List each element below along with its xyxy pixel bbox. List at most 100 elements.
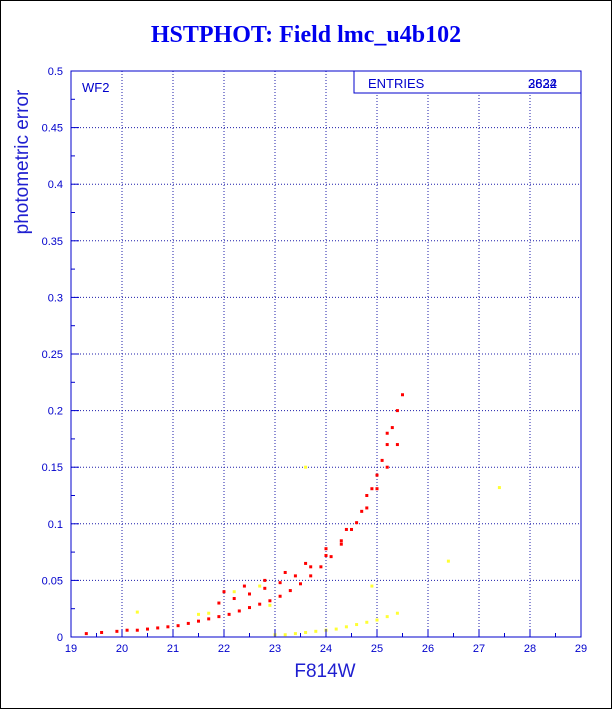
data-point: [222, 590, 226, 594]
y-tick-label: 0.4: [48, 179, 63, 191]
data-point: [186, 621, 190, 625]
data-point: [329, 555, 333, 559]
data-point: [360, 509, 364, 513]
data-point: [299, 582, 302, 586]
chart-title: HSTPHOT: Field lmc_u4b102: [150, 22, 462, 48]
y-tick-label: 0.1: [48, 519, 63, 531]
data-point: [385, 465, 389, 469]
data-point: [278, 594, 282, 598]
y-tick-label: 0.2: [48, 406, 63, 418]
x-tick-label: 23: [269, 643, 281, 655]
data-point: [242, 584, 246, 588]
y-tick-label: 0.3: [48, 292, 63, 304]
data-point: [268, 603, 272, 607]
y-ticks: 0 0.05 0.1 0.15 0.2 0.25 0.3 0.35 0.4 0.45 0.5: [42, 66, 79, 644]
data-point: [324, 547, 328, 551]
data-point: [350, 527, 353, 531]
stats-box: [353, 70, 582, 94]
y-tick-label: 0: [57, 632, 63, 644]
data-point: [248, 592, 251, 596]
data-point: [370, 584, 374, 588]
data-point: [227, 612, 231, 616]
data-point: [258, 602, 262, 606]
data-point: [263, 578, 267, 582]
data-points: [84, 393, 501, 637]
data-point: [380, 458, 384, 462]
data-point: [197, 619, 200, 623]
data-point: [370, 487, 374, 491]
x-tick-label: 28: [524, 643, 536, 655]
data-point: [304, 561, 308, 565]
x-tick-label: 20: [116, 643, 128, 655]
y-tick-label: 0.15: [42, 462, 63, 474]
y-tick-label: 0.35: [42, 236, 63, 248]
data-point: [355, 521, 359, 525]
data-point: [309, 565, 313, 569]
x-ticks: 19 20 21 22 23 24 25 26 27 28 29: [65, 629, 587, 655]
x-tick-label: 26: [422, 643, 434, 655]
x-tick-label: 29: [575, 643, 587, 655]
data-point: [339, 539, 343, 543]
data-point: [135, 610, 139, 614]
data-point: [166, 625, 170, 629]
data-point: [355, 623, 359, 627]
data-point: [365, 494, 369, 497]
x-tick-label: 19: [65, 643, 77, 655]
data-point: [395, 409, 399, 413]
data-point: [125, 628, 129, 632]
data-point: [497, 486, 501, 490]
data-point: [197, 612, 200, 616]
data-point: [390, 426, 394, 430]
data-point: [304, 465, 308, 469]
stats-entries-label: ENTRIES: [368, 76, 425, 91]
data-point: [339, 542, 343, 546]
data-point: [446, 559, 450, 563]
data-point: [324, 553, 328, 557]
data-point: [237, 609, 241, 613]
data-point: [385, 615, 389, 619]
panel-label: WF2: [82, 80, 109, 95]
data-point: [288, 589, 292, 593]
data-point: [258, 584, 262, 588]
data-point: [293, 574, 297, 578]
x-axis-title: F814W: [294, 661, 355, 682]
data-point: [232, 597, 236, 601]
data-point: [232, 590, 236, 594]
data-point: [263, 586, 267, 590]
data-point: [283, 633, 287, 637]
data-point: [278, 581, 282, 585]
data-point: [344, 625, 348, 629]
data-point: [385, 431, 389, 435]
x-tick-label: 21: [167, 643, 179, 655]
data-point: [314, 629, 318, 633]
x-tick-label: 24: [320, 643, 332, 655]
data-point: [115, 629, 119, 633]
y-axis-title: photometric error: [12, 89, 33, 234]
data-point: [375, 618, 379, 622]
data-point: [135, 628, 139, 632]
data-point: [217, 601, 221, 605]
data-point: [176, 624, 180, 628]
data-point: [146, 627, 149, 631]
stats-entries-value-2: 2624: [528, 76, 557, 91]
data-point: [365, 506, 369, 510]
data-point: [365, 620, 369, 624]
data-point: [375, 473, 379, 477]
x-tick-label: 22: [218, 643, 230, 655]
data-point: [283, 570, 287, 574]
data-point: [268, 599, 272, 603]
stats-entries-value-1: 3832: [528, 76, 557, 91]
data-point: [248, 606, 251, 610]
data-point: [293, 632, 297, 636]
data-point: [344, 527, 348, 531]
data-point: [401, 393, 404, 397]
y-tick-label: 0.05: [42, 575, 63, 587]
data-point: [334, 627, 338, 631]
y-tick-label: 0.25: [42, 349, 63, 361]
data-point: [375, 487, 379, 491]
data-point: [319, 565, 323, 569]
data-point: [217, 615, 221, 619]
data-point: [100, 630, 104, 634]
data-point: [84, 632, 88, 636]
